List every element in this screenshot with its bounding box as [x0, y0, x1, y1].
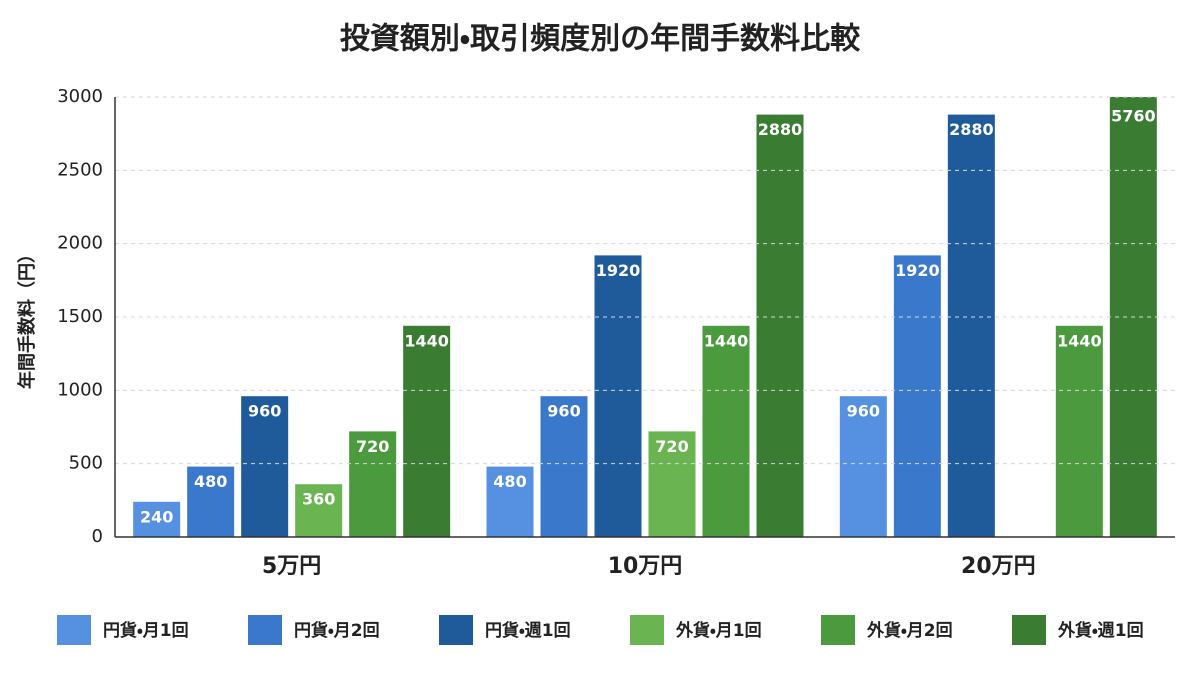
- chart-title: 投資額別・取引頻度別の年間手数料比較: [340, 22, 861, 57]
- y-tick-label: 3000: [57, 86, 103, 107]
- bar: [349, 431, 397, 537]
- x-tick-label: 20万円: [961, 554, 1036, 579]
- value-label: 1920: [895, 261, 940, 280]
- value-label: 960: [847, 402, 880, 421]
- value-label: 960: [248, 402, 281, 421]
- legend-label: 円貨・月1回: [103, 620, 189, 641]
- legend-label: 外貨・月1回: [675, 620, 762, 641]
- legend-swatch: [821, 615, 855, 645]
- bar: [403, 325, 451, 537]
- bar: [540, 396, 588, 537]
- y-tick-label: 2500: [57, 159, 103, 180]
- bar: [594, 255, 642, 537]
- y-tick-label: 1500: [57, 306, 103, 327]
- legend-swatch: [439, 615, 473, 645]
- bar: [241, 396, 289, 537]
- bar: [295, 484, 343, 537]
- legend-swatch: [630, 615, 664, 645]
- legend-swatch: [57, 615, 91, 645]
- value-label: 2880: [949, 120, 994, 139]
- legend-swatch: [248, 615, 282, 645]
- value-label: 960: [547, 402, 580, 421]
- y-tick-label: 0: [92, 526, 103, 547]
- bar: [187, 466, 235, 537]
- legend-swatch: [1012, 615, 1046, 645]
- bar: [133, 501, 181, 537]
- legend-label: 外貨・週1回: [1057, 620, 1144, 641]
- y-tick-label: 1000: [57, 379, 103, 400]
- legend-label: 外貨・月2回: [866, 620, 953, 641]
- value-label: 1920: [596, 261, 641, 280]
- value-label: 360: [302, 490, 335, 509]
- plot-area: [133, 97, 1157, 537]
- bar: [1109, 97, 1157, 537]
- value-label: 480: [493, 472, 526, 491]
- bar: [893, 255, 941, 537]
- x-tick-label: 5万円: [262, 554, 321, 579]
- value-label: 720: [356, 437, 389, 456]
- bar: [648, 431, 696, 537]
- value-label: 1440: [404, 331, 449, 350]
- legend-label: 円貨・週1回: [485, 620, 571, 641]
- legend-label: 円貨・月2回: [294, 620, 380, 641]
- y-tick-label: 2000: [57, 233, 103, 254]
- bar: [947, 114, 995, 537]
- value-label: 5760: [1111, 107, 1156, 126]
- value-label: 2880: [758, 120, 803, 139]
- y-axis-label: 年間手数料（円）: [16, 245, 38, 389]
- bar: [839, 396, 887, 537]
- bar: [486, 466, 534, 537]
- bar: [702, 325, 750, 537]
- value-label: 480: [194, 472, 227, 491]
- bar: [756, 114, 804, 537]
- x-tick-label: 10万円: [608, 554, 683, 579]
- value-label: 720: [655, 437, 688, 456]
- y-tick-label: 500: [69, 453, 103, 474]
- value-label: 1440: [704, 331, 749, 350]
- value-label: 240: [140, 507, 173, 526]
- bar: [1055, 325, 1103, 537]
- value-label: 1440: [1057, 331, 1102, 350]
